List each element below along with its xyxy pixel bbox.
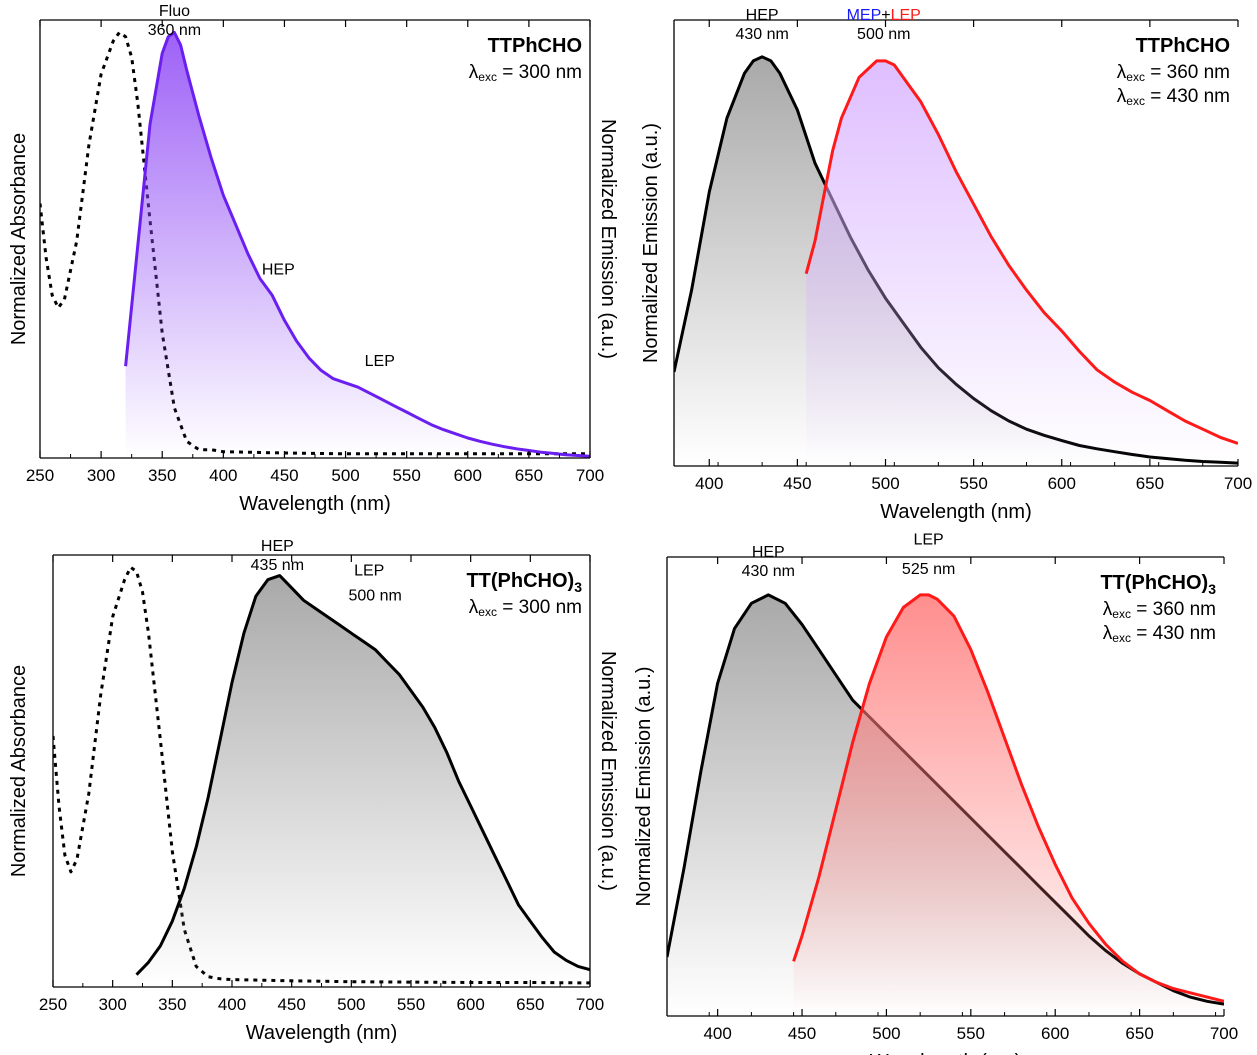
annotation: LEP [365, 353, 395, 370]
series-fill-1 [806, 60, 1238, 466]
x-tick-label: 700 [1210, 1024, 1238, 1043]
x-tick-label: 350 [148, 466, 176, 485]
compound-label: TT(PhCHO)3 [1100, 572, 1216, 597]
annotation: HEP [262, 261, 295, 278]
x-tick-label: 450 [270, 466, 298, 485]
x-tick-label: 500 [871, 474, 899, 493]
y-axis-label: Normalized Absorbance [8, 133, 30, 345]
y-axis-label: Normalized Emission (a.u.) [640, 123, 662, 363]
x-tick-label: 600 [454, 466, 482, 485]
x-tick-label: 300 [98, 995, 126, 1014]
excitation-label: λexc = 430 nm [1117, 86, 1230, 108]
x-tick-label: 400 [695, 474, 723, 493]
annotation: 435 nm [251, 557, 304, 574]
excitation-label: λexc = 430 nm [1103, 623, 1216, 645]
x-tick-label: 250 [26, 466, 54, 485]
x-tick-label: 550 [959, 474, 987, 493]
y-axis-label-right: Normalized Emission (a.u.) [597, 651, 619, 891]
series-line-1 [792, 593, 1224, 1003]
annotation: 500 nm [349, 587, 402, 604]
x-tick-label: 500 [331, 466, 359, 485]
x-tick-label: 550 [392, 466, 420, 485]
x-tick-label: 450 [788, 1024, 816, 1043]
x-tick-label: 500 [337, 995, 365, 1014]
annotation: LEP [354, 563, 384, 580]
x-tick-label: 250 [39, 995, 67, 1014]
y-axis-label-right: Normalized Emission (a.u.) [597, 119, 619, 359]
excitation-label: λexc = 300 nm [469, 62, 582, 84]
x-tick-label: 650 [515, 466, 543, 485]
annotation: Fluo [159, 3, 190, 20]
annotation: 430 nm [735, 26, 788, 43]
compound-label: TT(PhCHO)3 [466, 570, 582, 595]
x-tick-label: 650 [1136, 474, 1164, 493]
x-axis-label: Wavelength (nm) [246, 1022, 398, 1044]
series-fill-1 [125, 32, 590, 458]
annotation: HEP [261, 538, 294, 555]
x-tick-label: 450 [277, 995, 305, 1014]
series-line-1 [804, 59, 1238, 445]
series-fill-1 [793, 594, 1224, 1016]
compound-label: TTPhCHO [1136, 35, 1230, 57]
x-axis-label: Wavelength (nm) [239, 493, 391, 515]
x-tick-label: 700 [1224, 474, 1252, 493]
x-tick-label: 700 [576, 995, 604, 1014]
x-tick-label: 650 [1125, 1024, 1153, 1043]
annotation: 500 nm [857, 26, 910, 43]
excitation-label: λexc = 300 nm [469, 597, 582, 619]
y-axis-label: Normalized Absorbance [8, 665, 30, 877]
x-tick-label: 300 [87, 466, 115, 485]
annotation: 360 nm [148, 22, 201, 39]
x-tick-label: 550 [397, 995, 425, 1014]
y-axis-label: Normalized Emission (a.u.) [633, 666, 655, 906]
series-line-1 [135, 574, 590, 976]
annotation: 430 nm [742, 563, 795, 580]
x-tick-label: 650 [516, 995, 544, 1014]
x-tick-label: 400 [209, 466, 237, 485]
series-line-0 [53, 565, 590, 985]
x-tick-label: 350 [158, 995, 186, 1014]
x-tick-label: 600 [1041, 1024, 1069, 1043]
annotation: HEP [746, 7, 779, 24]
x-tick-label: 600 [1048, 474, 1076, 493]
excitation-label: λexc = 360 nm [1103, 599, 1216, 621]
x-axis-label: Wavelength (nm) [880, 501, 1032, 523]
panel-top-left: 250 300 350 400 450 500 550 600 650 700 Wavelength… [8, 3, 619, 515]
panel-bottom-left: 250 300 350 400 450 500 550 600 650 700 Wavelength… [8, 538, 619, 1044]
panel-bottom-right: 400 450 500 550 600 650 700 Wavelength (nm) Norm… [633, 531, 1238, 1055]
x-tick-label: 450 [783, 474, 811, 493]
series-line-0 [40, 31, 590, 456]
x-axis-label: Wavelength (nm) [870, 1051, 1022, 1055]
annotation: MEP+LEP [847, 7, 921, 24]
annotation: HEP [752, 544, 785, 561]
series-line-1 [124, 31, 590, 458]
x-tick-label: 400 [218, 995, 246, 1014]
x-tick-label: 550 [957, 1024, 985, 1043]
annotation: 525 nm [902, 561, 955, 578]
series-fill-1 [136, 575, 590, 987]
excitation-label: λexc = 360 nm [1117, 62, 1230, 84]
compound-label: TTPhCHO [488, 35, 582, 57]
x-tick-label: 600 [456, 995, 484, 1014]
annotation: LEP [913, 531, 943, 548]
x-tick-label: 400 [703, 1024, 731, 1043]
x-tick-label: 500 [872, 1024, 900, 1043]
panel-top-right: 400 450 500 550 600 650 700 Wavelength (nm) Norm… [640, 7, 1252, 523]
x-tick-label: 700 [576, 466, 604, 485]
